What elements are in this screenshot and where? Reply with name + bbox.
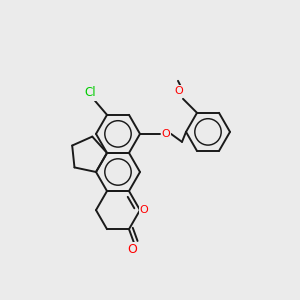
Text: O: O [127,243,137,256]
Text: O: O [162,129,170,139]
Text: O: O [175,86,183,96]
Text: O: O [140,205,148,215]
Text: Cl: Cl [84,86,96,99]
